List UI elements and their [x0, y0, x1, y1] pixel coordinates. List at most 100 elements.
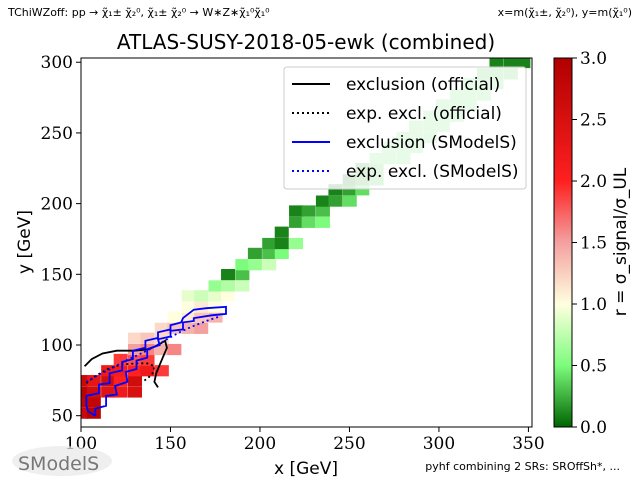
heatmap-cell — [315, 216, 330, 228]
heatmap-cell — [127, 332, 143, 344]
process-label: TChiWZoff: pp → χ̃₁± χ̃₂⁰, χ̃₁± χ̃₂⁰ → W… — [7, 6, 270, 19]
colorbar-label: r = σ_signal/σ_UL — [611, 167, 631, 316]
heatmap-cell — [301, 205, 316, 217]
heatmap-cell — [86, 407, 101, 419]
y-tick-label: 200 — [41, 195, 73, 215]
exclusion-smodels-curve — [85, 305, 227, 417]
colorbar-tick-label: 1.5 — [580, 234, 607, 254]
y-tick-label: 300 — [41, 53, 73, 73]
heatmap-cell — [235, 269, 250, 281]
heatmap-cell — [127, 375, 143, 387]
legend-label: exclusion (official) — [346, 75, 500, 95]
heatmap-cell — [81, 386, 89, 398]
heatmap-cell — [289, 205, 304, 217]
colorbar — [553, 57, 573, 428]
heatmap-cell — [167, 311, 182, 323]
colorbar-tick-label: 2.5 — [580, 111, 607, 131]
heatmap-cell — [154, 322, 169, 334]
heatmap-cell — [86, 386, 101, 398]
heatmap-cell — [86, 396, 101, 408]
heatmap-cell — [127, 365, 143, 377]
heatmap-cell — [181, 311, 196, 323]
heatmap-cell — [181, 301, 196, 313]
heatmap-cell — [140, 332, 155, 344]
heatmap-cell — [81, 407, 89, 419]
heatmap-cell — [221, 290, 236, 302]
heatmap-cell — [194, 322, 209, 334]
heatmap-cell — [81, 396, 89, 408]
heatmap-cell — [342, 184, 357, 196]
legend-label: exp. excl. (official) — [346, 104, 502, 124]
heatmap-cell — [154, 343, 169, 356]
axes-note: x=m(χ̃₁±, χ̃₂⁰), y=m(χ̃₁⁰) — [498, 6, 632, 19]
heatmap-cell — [81, 375, 89, 387]
heatmap-cell — [208, 290, 223, 302]
x-tick-label: 250 — [333, 434, 365, 454]
exp-excl-smodels-curve — [85, 315, 220, 383]
legend-box — [283, 66, 527, 190]
heatmap-cell — [289, 237, 304, 250]
heatmap-cell — [208, 311, 223, 323]
heatmap-cell — [262, 259, 277, 271]
heatmap-cell — [208, 280, 223, 292]
heatmap-cell — [167, 322, 182, 334]
heatmap-cell — [113, 375, 128, 387]
heatmap-cell — [113, 353, 128, 366]
heatmap-cell — [328, 184, 343, 196]
legend: exclusion (official) exp. excl. (official… — [283, 66, 527, 190]
y-tick-label: 100 — [41, 336, 73, 356]
heatmap-cell — [167, 343, 182, 356]
heatmap-cell — [289, 216, 304, 228]
heatmap-cell — [235, 280, 250, 292]
heatmap-cell — [194, 290, 209, 302]
y-tick-label: 150 — [41, 265, 73, 285]
legend-label: exclusion (SModelS) — [346, 133, 517, 153]
heatmap-cell — [342, 195, 357, 207]
heatmap-cell — [489, 58, 504, 69]
x-tick-label: 200 — [244, 434, 276, 454]
curves-layer — [83, 305, 227, 417]
heatmap-cell — [262, 237, 277, 250]
heatmap-cell — [221, 280, 236, 292]
y-tick-label: 250 — [41, 124, 73, 144]
combination-note: pyhf combining 2 SRs: SROffSh*, ... — [425, 460, 620, 473]
heatmap-cell — [154, 365, 169, 377]
x-tick-label: 150 — [154, 434, 186, 454]
colorbar-ticks: 0.0 0.5 1.0 1.5 2.0 2.5 3.0 — [572, 49, 607, 438]
heatmap-cell — [194, 301, 209, 313]
x-ticks: 100 150 200 250 300 350 — [65, 427, 545, 454]
heatmap-cell — [113, 386, 128, 398]
y-tick-label: 50 — [51, 407, 73, 427]
heatmap-cell — [140, 353, 155, 366]
legend-label: exp. excl. (SModelS) — [346, 162, 519, 182]
heatmap-cell — [86, 375, 101, 387]
smodels-logo-text: SModelS — [18, 453, 99, 475]
heatmap-cell — [315, 195, 330, 207]
heatmap-cell — [181, 290, 196, 302]
heatmap-cell — [127, 386, 143, 398]
heatmap-cell — [127, 353, 143, 366]
heatmap-cell — [516, 58, 531, 69]
heatmap-cell — [247, 259, 262, 271]
x-axis-label: x [GeV] — [274, 459, 338, 479]
y-axis-label: y [GeV] — [15, 210, 35, 274]
heatmap-cell — [274, 226, 289, 238]
heatmap-cell — [355, 184, 370, 196]
colorbar-tick-label: 1.0 — [580, 295, 607, 315]
colorbar-tick-label: 2.0 — [580, 172, 607, 192]
colorbar-tick-label: 3.0 — [580, 49, 607, 69]
heatmap-cell — [328, 195, 343, 207]
heatmap-cell — [221, 269, 236, 281]
x-tick-label: 350 — [512, 434, 544, 454]
y-ticks: 50 100 150 200 250 300 — [41, 53, 81, 427]
heatmap-cell — [140, 365, 155, 377]
heatmap-cell — [274, 247, 289, 260]
heatmap-cell — [101, 365, 116, 377]
heatmap-cell — [262, 247, 277, 260]
chart-title: ATLAS-SUSY-2018-05-ewk (combined) — [117, 30, 495, 54]
heatmap-cell — [101, 386, 116, 398]
x-tick-label: 300 — [423, 434, 455, 454]
heatmap-cell — [315, 205, 330, 217]
heatmap-cell — [274, 237, 289, 250]
